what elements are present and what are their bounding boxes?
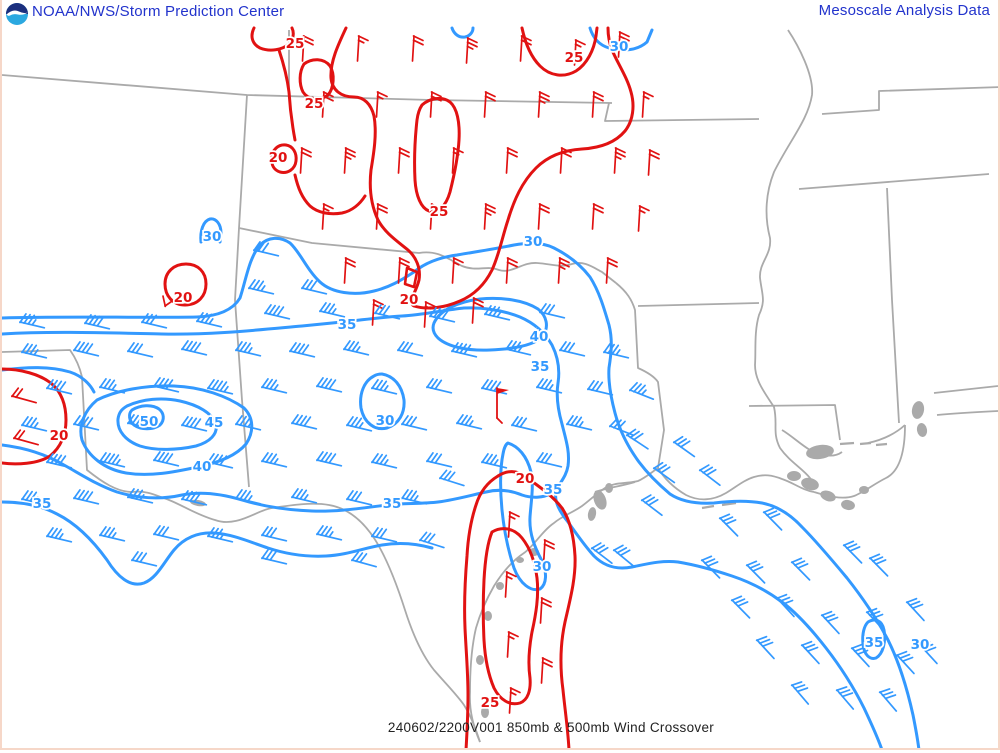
svg-text:35: 35 bbox=[338, 317, 357, 333]
svg-text:25: 25 bbox=[430, 204, 449, 220]
svg-text:50: 50 bbox=[140, 414, 159, 430]
svg-text:30: 30 bbox=[203, 229, 222, 245]
svg-text:25: 25 bbox=[286, 36, 305, 52]
svg-text:35: 35 bbox=[531, 359, 550, 375]
svg-text:30: 30 bbox=[524, 234, 543, 250]
svg-text:35: 35 bbox=[383, 496, 402, 512]
svg-text:20: 20 bbox=[50, 428, 69, 444]
svg-text:40: 40 bbox=[530, 329, 549, 345]
svg-text:20: 20 bbox=[400, 292, 419, 308]
svg-text:25: 25 bbox=[305, 96, 324, 112]
svg-text:30: 30 bbox=[911, 637, 930, 653]
svg-text:25: 25 bbox=[481, 695, 500, 711]
svg-text:30: 30 bbox=[533, 559, 552, 575]
page-title: Mesoscale Analysis Data bbox=[818, 2, 990, 19]
svg-text:20: 20 bbox=[269, 150, 288, 166]
svg-text:35: 35 bbox=[865, 635, 884, 651]
svg-text:35: 35 bbox=[544, 482, 563, 498]
svg-text:30: 30 bbox=[376, 413, 395, 429]
svg-text:40: 40 bbox=[193, 459, 212, 475]
svg-text:45: 45 bbox=[205, 415, 224, 431]
svg-text:25: 25 bbox=[565, 50, 584, 66]
header-bar: NOAA/NWS/Storm Prediction Center Mesosca… bbox=[2, 0, 998, 28]
svg-text:35: 35 bbox=[33, 496, 52, 512]
svg-text:20: 20 bbox=[174, 290, 193, 306]
map-caption: 240602/2200V001 850mb & 500mb Wind Cross… bbox=[387, 720, 715, 735]
svg-text:30: 30 bbox=[610, 39, 629, 55]
svg-text:20: 20 bbox=[516, 471, 535, 487]
noaa-logo-icon[interactable] bbox=[5, 2, 29, 26]
site-title-link[interactable]: NOAA/NWS/Storm Prediction Center bbox=[32, 3, 285, 20]
